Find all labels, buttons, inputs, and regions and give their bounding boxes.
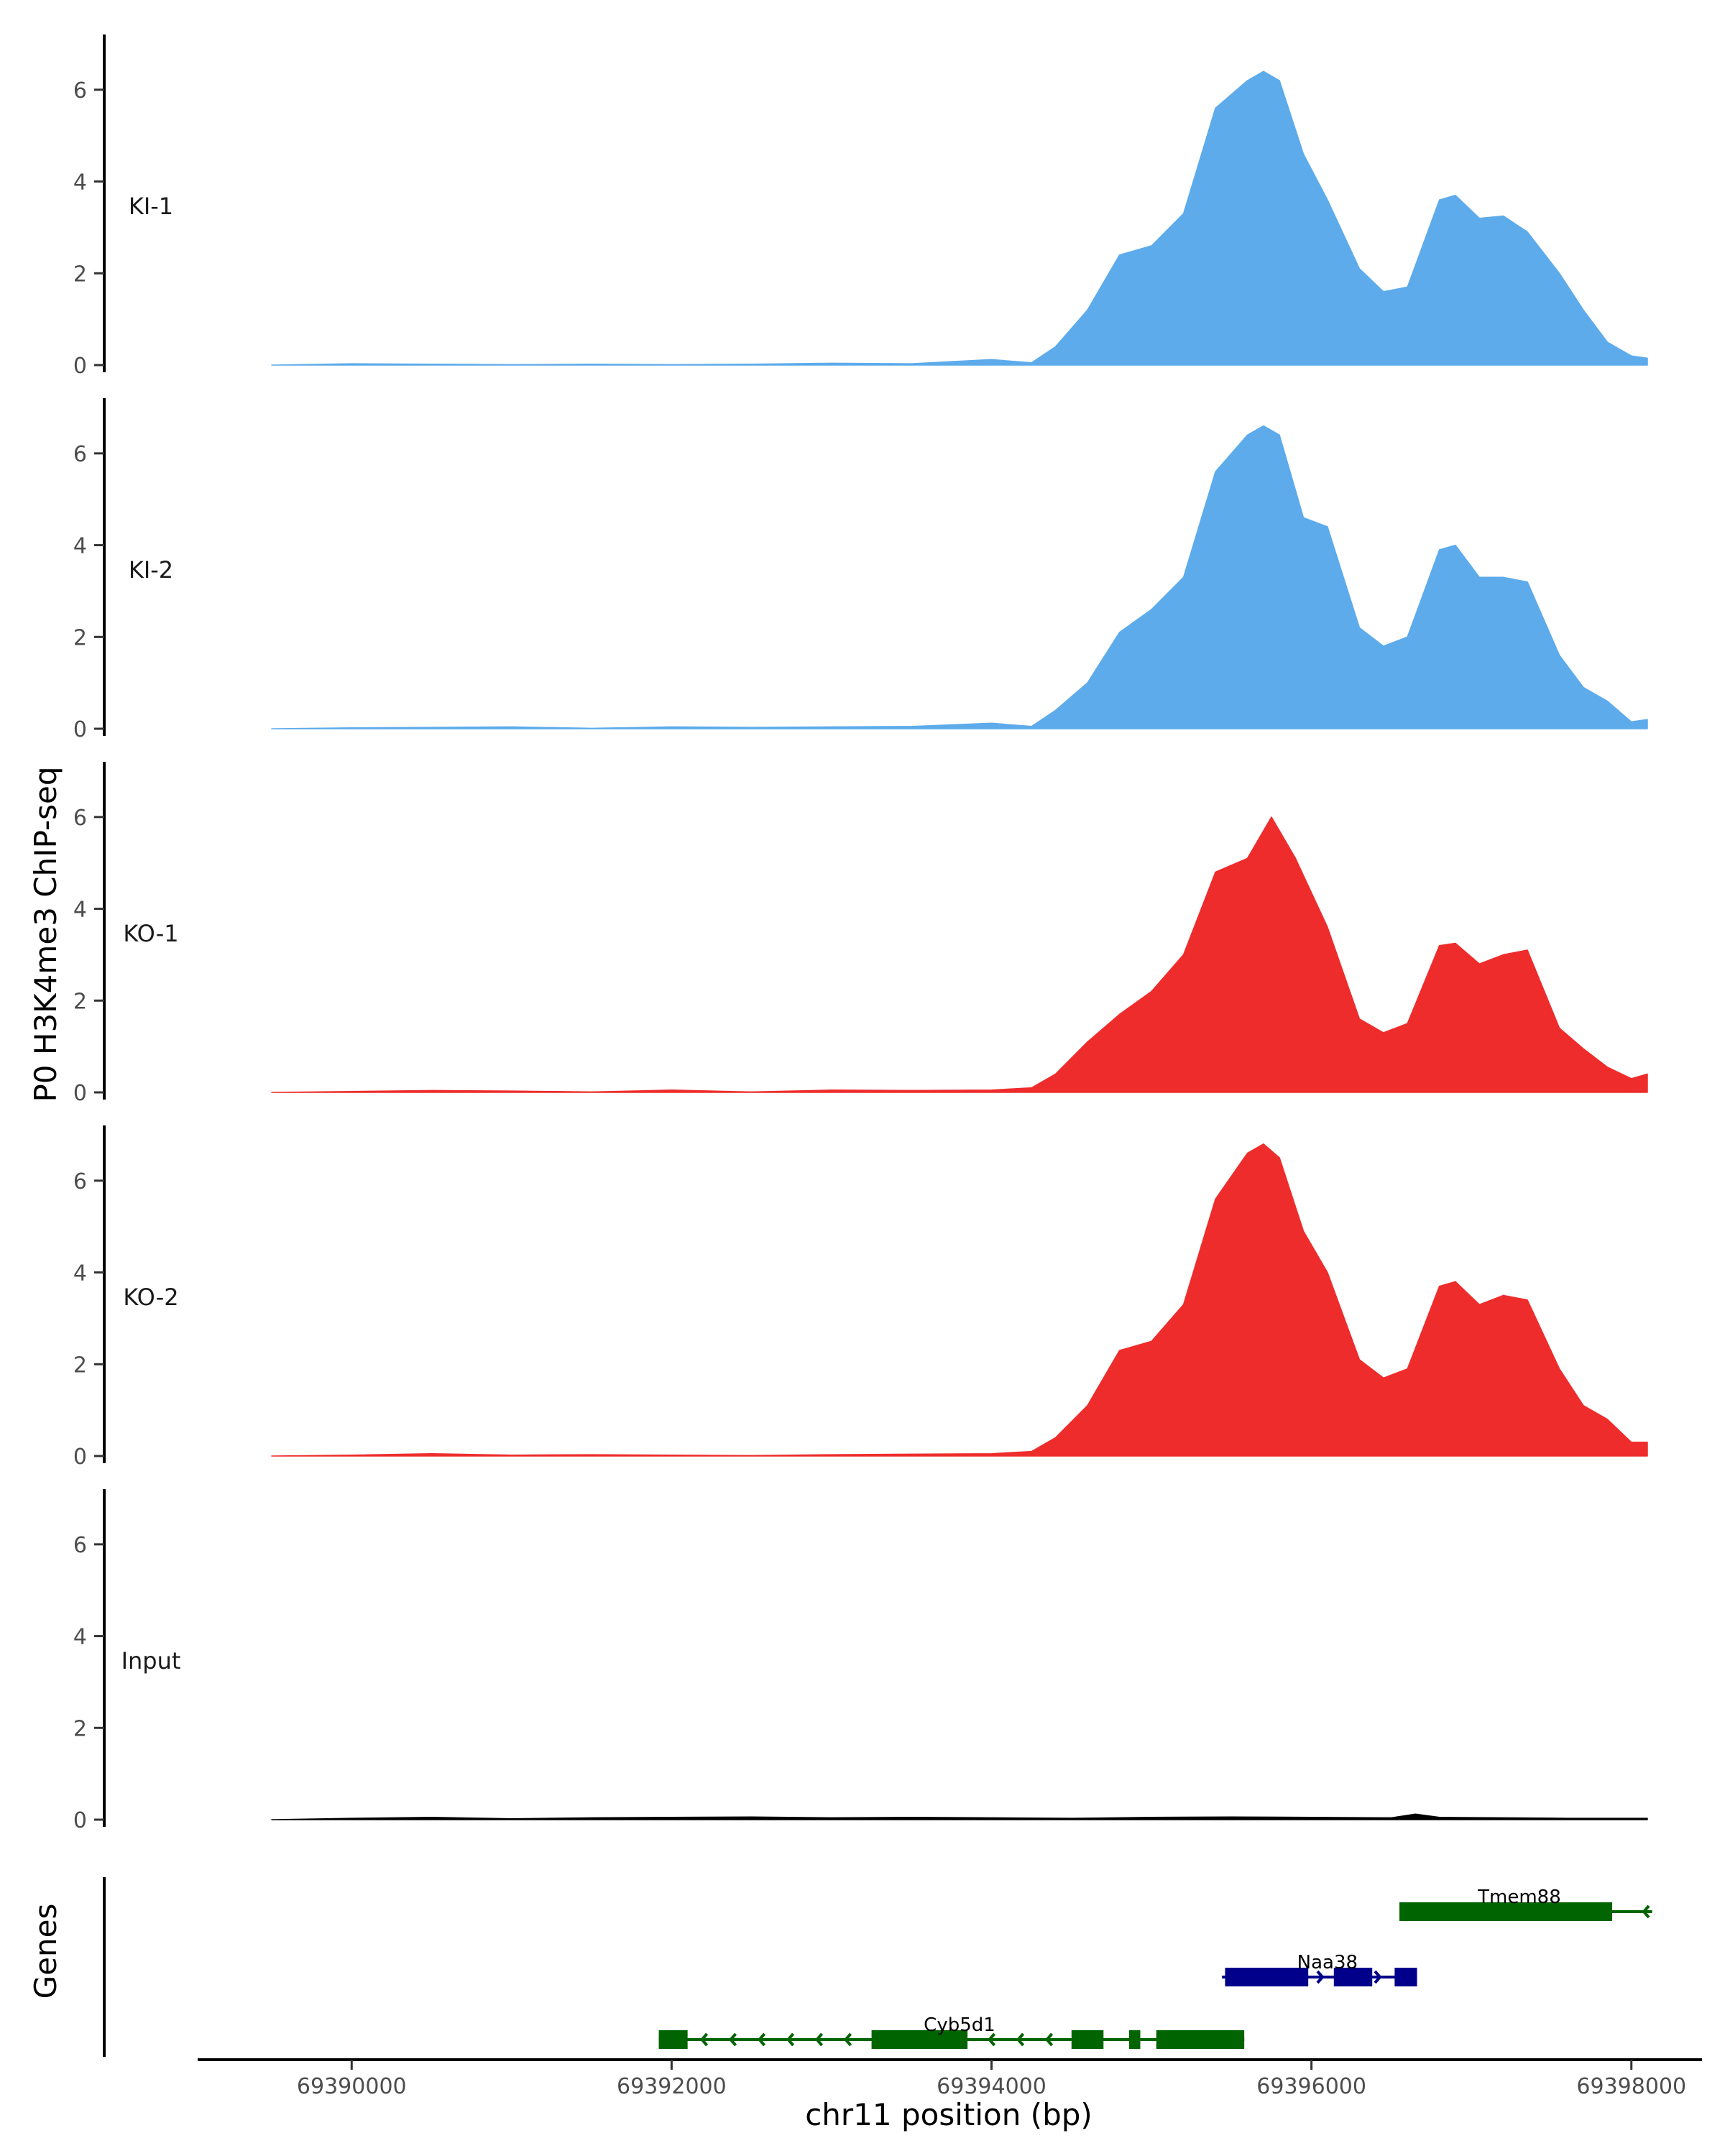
y-tick-label: 6	[73, 1533, 87, 1558]
y-tick-label: 4	[73, 898, 87, 923]
y-tick-label: 2	[73, 262, 87, 287]
track-ko-2: 0 2 4 6 KO-2	[73, 1125, 1648, 1470]
track-ko-1: 0 2 4 6 KO-1	[73, 762, 1648, 1106]
coverage-area-input	[271, 1813, 1648, 1820]
y-tick-label: 0	[73, 717, 87, 742]
track-label: KI-1	[129, 193, 173, 220]
gene-label: Naa38	[1297, 1952, 1358, 1973]
track-label: KI-2	[129, 556, 173, 584]
strand-arrow	[1316, 1970, 1325, 1984]
strand-arrow	[814, 2032, 824, 2047]
y-tick-label: 0	[73, 1081, 87, 1106]
y-tick-label: 0	[73, 1445, 87, 1470]
gene-exon	[1399, 1902, 1613, 1921]
gene-exon	[1225, 1968, 1309, 1986]
gene-exon	[871, 2030, 968, 2049]
strand-arrow	[1642, 1904, 1650, 1919]
coverage-area-ki-1	[271, 70, 1648, 366]
x-tick-label: 69392000	[617, 2074, 727, 2099]
strand-arrow	[1016, 2032, 1025, 2047]
strand-arrow	[728, 2032, 737, 2047]
x-axis: 69390000 69392000 69394000 69396000 69398000	[198, 2058, 1702, 2099]
gene-label: Cyb5d1	[924, 2014, 995, 2036]
gene-tmem88: Tmem88	[1399, 1886, 1652, 1921]
gene-exon	[1128, 2030, 1141, 2049]
track-ki-1: 0 2 4 6 KI-1	[73, 34, 1648, 379]
y-tick-label: 2	[73, 625, 87, 650]
x-tick-label: 69398000	[1576, 2074, 1686, 2099]
y-tick-label: 2	[73, 1353, 87, 1378]
gene-exon	[1071, 2030, 1104, 2049]
coverage-area-ki-2	[271, 425, 1648, 729]
gene-exon	[658, 2030, 688, 2049]
gene-cyb5d1: Cyb5d1	[658, 2014, 1245, 2049]
gene-annotation-track: Tmem88 Naa38 Cyb5d1	[103, 1877, 1652, 2057]
coverage-area-ko-1	[271, 816, 1648, 1093]
x-tick-label: 69394000	[937, 2074, 1046, 2099]
coverage-area-ko-2	[271, 1143, 1648, 1457]
y-tick-label: 6	[73, 442, 87, 467]
y-tick-label: 6	[73, 806, 87, 831]
x-tick-label: 69390000	[297, 2074, 407, 2099]
gene-exon	[1156, 2030, 1245, 2049]
y-tick-label: 0	[73, 354, 87, 379]
strand-arrow	[843, 2032, 852, 2047]
y-tick-label: 4	[73, 170, 87, 195]
y-tick-label: 4	[73, 1625, 87, 1650]
y-axis-title: P0 H3K4me3 ChIP-seq	[28, 766, 63, 1102]
gene-label: Tmem88	[1477, 1886, 1561, 1908]
y-tick-label: 2	[73, 1716, 87, 1741]
x-axis-title: chr11 position (bp)	[805, 2097, 1092, 2132]
track-label: KO-2	[123, 1284, 178, 1311]
coverage-tracks: 0 2 4 6 KI-1 0 2 4 6 KI-2 0 2 4 6 KO-1 0 2 4 6 KO-2 0 2 4 6 Inpu…	[73, 34, 1648, 1833]
track-ki-2: 0 2 4 6 KI-2	[73, 398, 1648, 742]
strand-arrow	[987, 2032, 996, 2047]
strand-arrow	[1374, 1970, 1382, 1984]
y-tick-label: 6	[73, 1169, 87, 1194]
y-tick-label: 6	[73, 78, 87, 103]
gene-exon	[1333, 1968, 1373, 1986]
y-tick-label: 2	[73, 989, 87, 1014]
genes-track-title: Genes	[28, 1904, 63, 1999]
track-label: Input	[121, 1647, 181, 1674]
strand-arrow	[699, 2032, 709, 2047]
strand-arrow	[757, 2032, 766, 2047]
track-input: 0 2 4 6 Input	[73, 1489, 1648, 1833]
strand-arrow	[1044, 2032, 1054, 2047]
track-label: KO-1	[123, 920, 178, 947]
y-tick-label: 4	[73, 1261, 87, 1286]
gene-exon	[1394, 1968, 1417, 1986]
x-tick-label: 69396000	[1256, 2074, 1366, 2099]
gene-naa38: Naa38	[1221, 1952, 1417, 1986]
y-tick-label: 0	[73, 1808, 87, 1833]
y-tick-label: 4	[73, 534, 87, 559]
strand-arrow	[786, 2032, 795, 2047]
